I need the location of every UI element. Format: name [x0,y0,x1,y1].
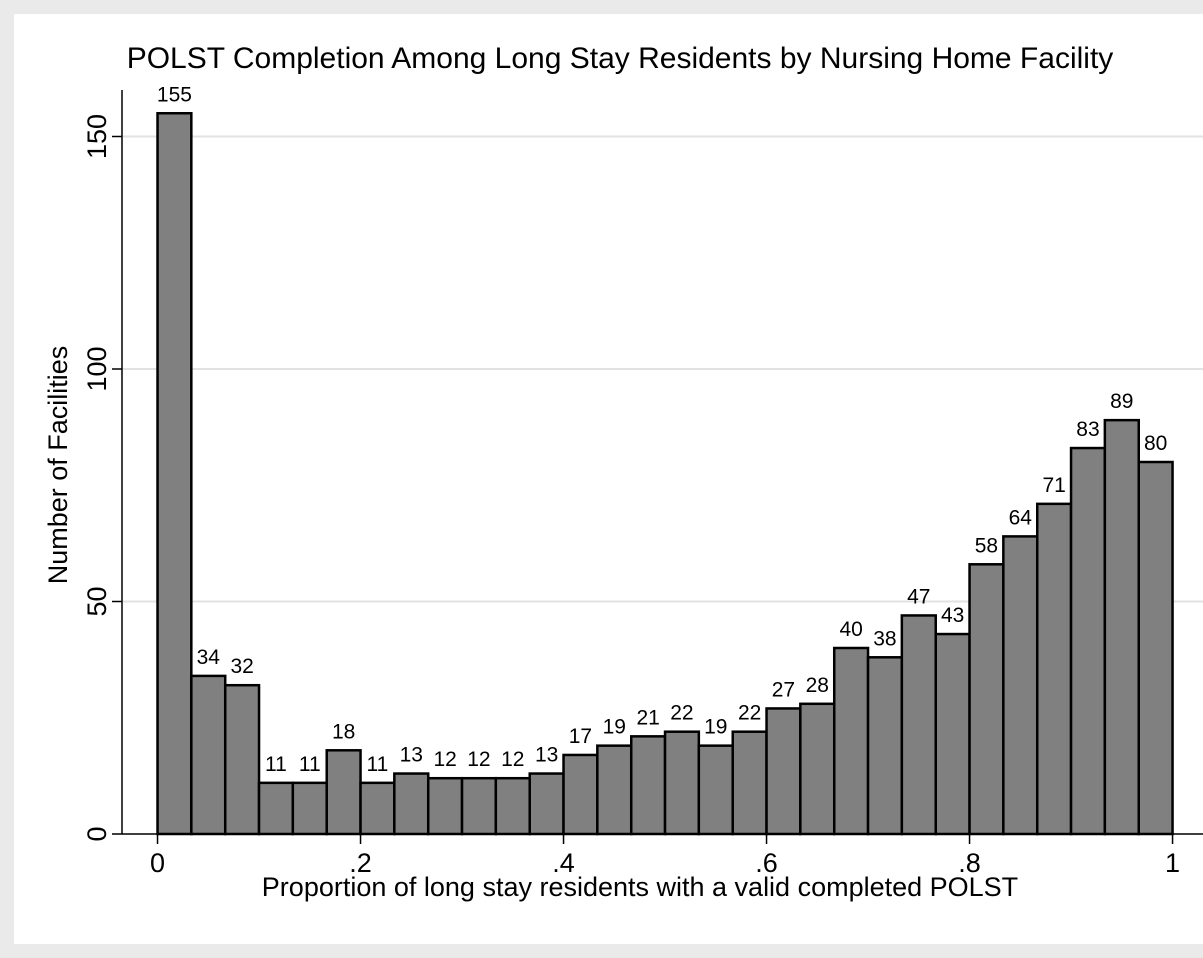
bar [223,683,261,836]
bar [190,674,227,836]
x-tick-label: .4 [552,848,575,878]
bar [257,781,295,836]
x-tick-label: .6 [755,848,778,878]
x-tick-label: .2 [349,848,372,878]
x-tick-label: 1 [1165,848,1180,878]
data-label: 43 [941,604,964,627]
bar [1069,446,1107,836]
y-axis-label: Number of Facilities [43,346,73,585]
bar [1035,502,1073,836]
data-label: 19 [603,716,626,739]
y-tick-label: 50 [82,586,112,616]
data-label: 22 [670,702,693,725]
data-label: 89 [1110,390,1133,413]
x-axis-label: Proportion of long stay residents with a… [262,872,1018,902]
data-label: 155 [157,83,192,106]
bar [866,656,904,836]
bar [765,707,802,836]
bar [934,632,971,836]
x-tick-label: 0 [150,848,165,878]
bar [325,749,362,836]
bar [562,753,599,836]
data-label: 13 [535,744,558,767]
bar [799,702,836,836]
bar [1002,535,1039,836]
bar [426,776,464,836]
data-label: 22 [738,702,761,725]
chart-title: POLST Completion Among Long Stay Residen… [127,42,1114,75]
data-label: 27 [772,678,795,701]
bar [494,776,531,836]
data-label: 40 [839,618,862,641]
bar [900,614,937,836]
data-label: 38 [873,627,896,650]
data-label: 21 [636,706,659,729]
bar [629,735,667,836]
y-tick-label: 0 [82,826,112,841]
bar [832,646,870,836]
data-label: 18 [332,720,355,743]
data-label: 11 [299,753,321,776]
y-tick-label: 150 [82,114,112,159]
data-label: 58 [975,534,998,557]
bar [460,776,498,836]
bar [1103,418,1140,836]
data-label: 11 [367,753,389,776]
bar [1137,460,1174,836]
data-label: 12 [433,748,456,771]
data-label: 12 [501,748,524,771]
data-label: 17 [569,725,592,748]
data-label: 13 [400,744,423,767]
data-label: 28 [806,674,829,697]
data-label: 11 [265,753,287,776]
bar [731,730,768,836]
bar [663,730,701,836]
bar [528,772,565,836]
bar [359,781,396,836]
bar [596,744,633,836]
bar [393,772,430,836]
data-label: 32 [230,655,253,678]
data-label: 64 [1009,506,1033,529]
data-label: 47 [907,585,930,608]
data-label: 19 [704,716,727,739]
bar [968,563,1005,836]
data-label: 34 [197,646,221,669]
bar [291,781,328,836]
bar [697,744,734,836]
data-label: 80 [1144,432,1167,455]
data-label: 12 [467,748,490,771]
y-tick-label: 100 [82,346,112,391]
bar [156,112,193,836]
data-label: 83 [1076,418,1099,441]
x-tick-label: .8 [958,848,981,878]
data-label: 71 [1042,474,1065,497]
